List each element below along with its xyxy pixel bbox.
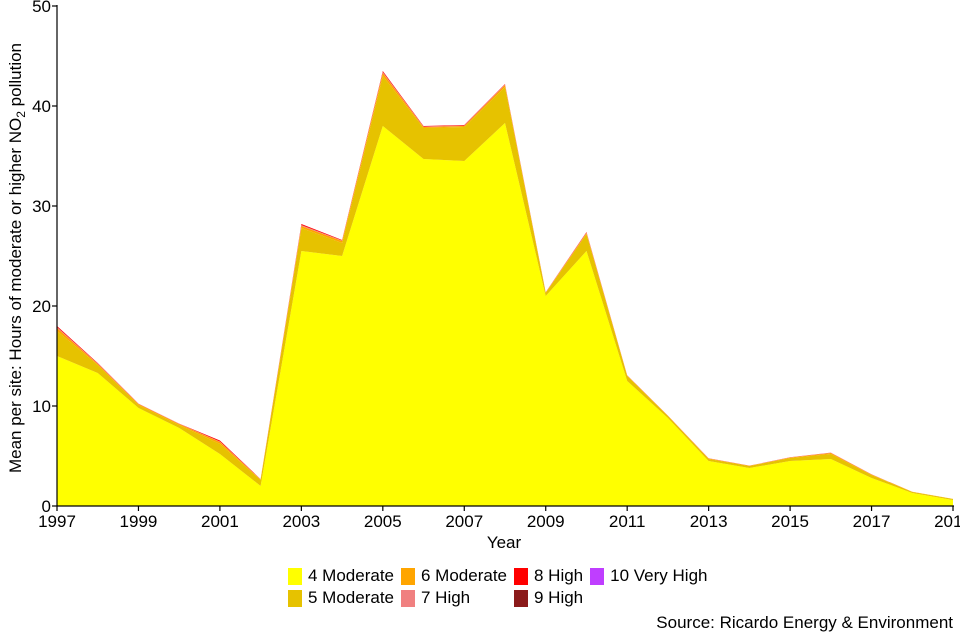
legend-swatch bbox=[514, 589, 528, 607]
legend-swatch bbox=[401, 567, 415, 585]
legend-swatch bbox=[401, 589, 415, 607]
source-note: Source: Ricardo Energy & Environment bbox=[656, 613, 953, 632]
legend-swatch bbox=[288, 567, 302, 585]
stacked-areas bbox=[57, 71, 953, 506]
x-tick-label: 2001 bbox=[201, 512, 239, 531]
x-tick-label: 2005 bbox=[364, 512, 402, 531]
x-tick-label: 2019 bbox=[934, 512, 960, 531]
legend-item: 6 Moderate bbox=[401, 566, 507, 586]
x-tick-label: 2011 bbox=[609, 512, 646, 531]
y-axis-label: Mean per site: Hours of moderate or high… bbox=[6, 43, 28, 473]
legend: 4 Moderate 6 Moderate 8 High 10 Very High 5 … bbox=[288, 566, 707, 608]
legend-swatch bbox=[590, 567, 605, 585]
x-axis-label: Year bbox=[487, 533, 522, 552]
legend-item: 4 Moderate bbox=[288, 566, 394, 586]
y-label-end: pollution bbox=[6, 43, 25, 111]
legend-swatch bbox=[514, 567, 528, 585]
y-tick-label: 20 bbox=[32, 297, 51, 316]
legend-item: 8 High bbox=[514, 566, 583, 586]
legend-label: 10 Very High bbox=[610, 566, 708, 585]
legend-label: 9 High bbox=[534, 588, 584, 607]
legend-item: 10 Very High bbox=[590, 566, 707, 586]
x-tick-label: 2017 bbox=[853, 512, 891, 531]
area-series-1 bbox=[57, 123, 953, 506]
y-tick-label: 10 bbox=[32, 397, 51, 416]
x-tick-label: 2007 bbox=[445, 512, 483, 531]
x-tick-label: 1999 bbox=[120, 512, 158, 531]
axes: 0 10 20 30 40 50 1997 1999 2001 2003 2005 2007 2009 2… bbox=[32, 0, 960, 531]
y-tick-label: 40 bbox=[32, 97, 51, 116]
x-tick-label: 2009 bbox=[527, 512, 565, 531]
x-tick-label: 2013 bbox=[690, 512, 728, 531]
legend-label: 8 High bbox=[534, 566, 584, 585]
legend-swatch bbox=[288, 589, 302, 607]
y-label-subscript: 2 bbox=[14, 111, 28, 118]
legend-label: 4 Moderate bbox=[308, 566, 394, 585]
legend-label: 7 High bbox=[421, 588, 471, 607]
legend-label: 6 Moderate bbox=[421, 566, 507, 585]
x-tick-label: 2015 bbox=[771, 512, 809, 531]
y-tick-label: 0 bbox=[42, 497, 51, 516]
legend-item: 5 Moderate bbox=[288, 588, 394, 608]
legend-item: 9 High bbox=[514, 588, 583, 608]
y-label-main: Mean per site: Hours of moderate or high… bbox=[6, 118, 25, 473]
x-tick-label: 1997 bbox=[38, 512, 76, 531]
x-tick-label: 2003 bbox=[282, 512, 320, 531]
legend-label: 5 Moderate bbox=[308, 588, 394, 607]
legend-item: 7 High bbox=[401, 588, 507, 608]
y-tick-label: 30 bbox=[32, 197, 51, 216]
y-tick-label: 50 bbox=[32, 0, 51, 16]
area-chart: 0 10 20 30 40 50 1997 1999 2001 2003 2005 2007 2009 2… bbox=[6, 0, 960, 552]
